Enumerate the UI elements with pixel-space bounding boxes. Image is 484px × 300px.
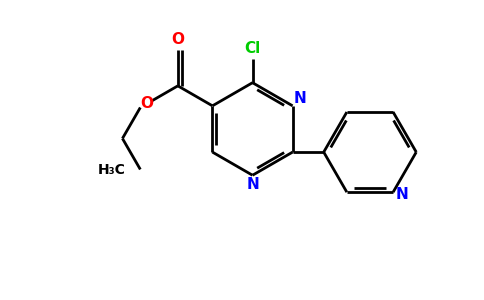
Text: N: N [396, 187, 409, 202]
Text: N: N [246, 177, 259, 192]
Text: O: O [171, 32, 184, 47]
Text: N: N [294, 91, 306, 106]
Text: O: O [140, 96, 153, 111]
Text: H₃C: H₃C [98, 163, 125, 177]
Text: Cl: Cl [244, 41, 261, 56]
